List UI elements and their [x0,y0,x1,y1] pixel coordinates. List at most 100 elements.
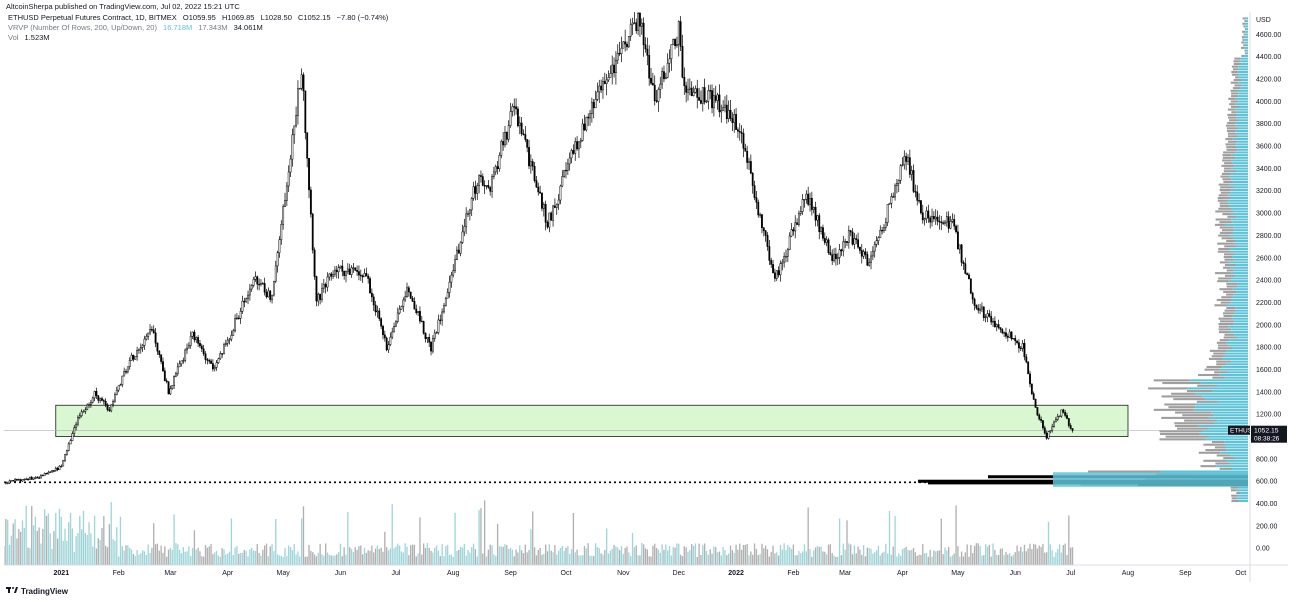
candle-body [1016,340,1018,343]
volume-bar [397,543,399,565]
candle-body [485,185,488,187]
volume-bar [325,543,327,565]
volume-bar [678,543,680,565]
volume-bar [153,523,155,565]
candle-body [864,251,867,255]
chart-area[interactable]: USD 4600.00 4400.00 4200.00 4000.00 3800.00 36… [4,12,1288,582]
volume-bar [578,555,580,565]
volume-bar [576,549,578,565]
volume-profile-up-bar [1237,127,1248,130]
vrvp-label[interactable]: VRVP (Number Of Rows, 200, Up/Down, 20) [8,23,157,32]
candle-body [624,41,627,45]
volume-bar [528,549,530,565]
volume-bar [243,549,245,565]
volume-profile-up-bar [1216,465,1248,468]
symbol-title[interactable]: ETHUSD Perpetual Futures Contract, 1D, B… [8,13,177,22]
candle-body [799,211,802,214]
volume-bar [818,546,820,565]
candle-body [685,85,688,93]
volume-bar [1023,544,1026,565]
volume-bar [138,554,140,565]
candle-body [927,210,930,219]
volume-bar [557,550,560,565]
volume-bar [437,550,440,565]
candle-body [690,87,693,96]
candle-body [786,249,789,257]
volume-bar [657,549,660,565]
volume-bar [386,547,388,565]
volume-profile-down-bar [1186,390,1213,393]
volume-profile-up-bar [1245,22,1248,25]
candle-body [574,141,577,154]
volume-bar [894,516,896,565]
candle-body [34,477,37,479]
volume-profile-down-bar [1227,135,1239,138]
volume-profile-up-bar [1213,414,1248,417]
volume-bar [68,522,70,565]
candle-body [1066,415,1068,419]
volume-profile-down-bar [1227,113,1237,116]
candle-body [938,220,941,223]
volume-profile-up-bar [1231,347,1248,350]
volume-profile-up-bar [1232,467,1248,470]
candle-body [121,375,124,385]
volume-profile-up-bar [1217,419,1248,422]
volume-profile-down-bar [1159,438,1206,441]
volume-profile-up-bar [1202,395,1248,398]
candle-body [130,354,133,361]
volume-bar [633,547,636,565]
volume-bar [716,552,719,565]
volume-bar [550,550,552,565]
candle-body [949,221,952,229]
price-axis-tick: 4400.00 [1256,54,1281,61]
volume-bar [408,555,410,565]
candle-body [435,332,438,334]
candle-body [979,308,982,311]
candle-body [587,116,590,119]
volume-bar [892,546,894,565]
volume-bar [798,550,800,565]
volume-profile-up-bar [1233,269,1248,272]
volume-bar [236,545,238,565]
candle-body [261,283,264,285]
candle-body [104,401,107,406]
volume-bar [679,554,682,565]
candle-body [524,134,527,140]
volume-bar [781,549,783,565]
volume-bar [962,556,965,565]
candle-body [6,482,9,485]
candle-body [108,409,111,412]
volume-bar [32,525,35,565]
brand-name[interactable]: TradingView [21,586,68,596]
volume-bar [683,546,685,565]
volume-bar [768,556,771,565]
volume-bar [197,547,199,565]
volume-label[interactable]: Vol [8,33,19,42]
volume-bar [844,549,846,565]
volume-profile-up-bar [1232,296,1248,299]
candle-body [838,249,841,258]
volume-profile-down-bar [1218,234,1230,237]
volume-bar [944,547,946,565]
candle-body [553,205,556,208]
candle-body [1056,416,1059,420]
candle-body [502,141,505,146]
candle-body [219,353,222,360]
candle-body [326,276,329,288]
volume-bar [321,554,323,565]
candle-body [964,263,967,274]
candle-body [755,197,758,203]
volume-bar [508,549,510,565]
volume-profile-up-bar [1189,379,1248,382]
volume-profile-down-bar [1184,419,1218,422]
price-chart[interactable]: USD4600.004400.004200.004000.003800.0036… [4,12,1288,582]
volume-profile-down-bar [1225,124,1236,127]
candle-body [696,88,699,98]
candle-body [751,172,754,186]
volume-bar [214,552,216,565]
candle-body [903,156,906,166]
volume-profile-up-bar [1238,65,1248,68]
price-axis-tick: 3200.00 [1256,188,1281,195]
candle-body [766,235,769,247]
volume-profile-up-bar [1200,382,1248,385]
